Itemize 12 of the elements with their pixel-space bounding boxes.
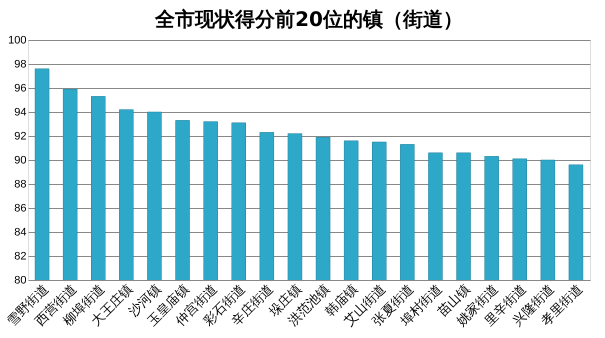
y-tick-label: 92 (14, 130, 26, 142)
y-tick-label: 100 (8, 34, 26, 46)
y-tick-label: 98 (14, 58, 26, 70)
y-tick-label: 82 (14, 250, 26, 262)
y-tick-label: 90 (14, 154, 26, 166)
y-tick-label: 86 (14, 202, 26, 214)
y-tick-label: 80 (14, 274, 26, 286)
y-tick-label: 96 (14, 82, 26, 94)
y-tick-label: 94 (14, 106, 26, 118)
y-tick-label: 84 (14, 226, 26, 238)
y-tick-label: 88 (14, 178, 26, 190)
chart-title: 全市现状得分前20位的镇（街道） (154, 7, 463, 31)
